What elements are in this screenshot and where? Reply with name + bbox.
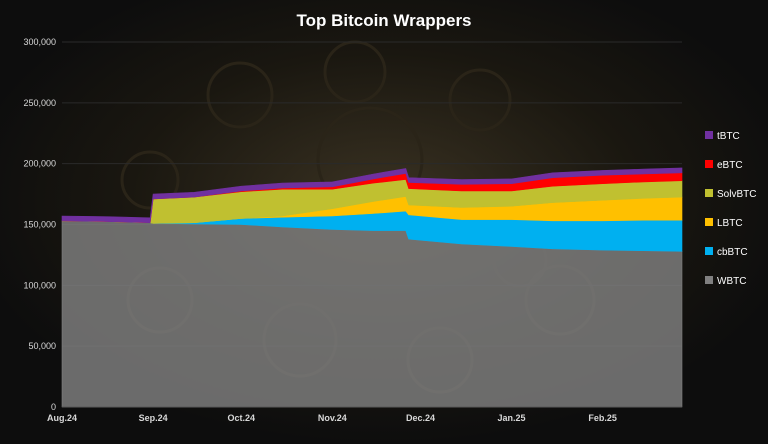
legend-swatch-solvbtc xyxy=(705,189,713,197)
series-areas xyxy=(61,167,683,408)
y-tick-label-1: 50,000 xyxy=(28,341,56,351)
legend-label-cbbtc: cbBTC xyxy=(717,247,748,258)
x-tick-label-jan-25: Jan.25 xyxy=(498,413,526,423)
y-tick-label-3: 150,000 xyxy=(23,220,56,230)
y-tick-label-6: 300,000 xyxy=(23,37,56,47)
y-tick-label-4: 200,000 xyxy=(23,159,56,169)
legend: tBTC eBTC SolvBTC LBTC cbBTC WBTC xyxy=(705,131,756,287)
legend-swatch-ebtc xyxy=(705,160,713,168)
y-tick-label-2: 100,000 xyxy=(23,280,56,290)
legend-swatch-wbtc xyxy=(705,276,713,284)
legend-item-tbtc: tBTC xyxy=(705,131,740,142)
legend-item-ebtc: eBTC xyxy=(705,160,743,171)
legend-swatch-lbtc xyxy=(705,218,713,226)
y-tick-label-0: 0 xyxy=(51,402,56,412)
axes: 0 50,000 100,000 150,000 200,000 250,000 300,0… xyxy=(23,37,682,423)
x-tick-label-dec-24: Dec.24 xyxy=(406,413,435,423)
legend-item-wbtc: WBTC xyxy=(705,276,746,287)
legend-label-lbtc: LBTC xyxy=(717,218,743,229)
x-tick-label-nov-24: Nov.24 xyxy=(318,413,347,423)
legend-swatch-tbtc xyxy=(705,131,713,139)
legend-label-ebtc: eBTC xyxy=(717,160,743,171)
y-tick-label-5: 250,000 xyxy=(23,98,56,108)
chart-title: Top Bitcoin Wrappers xyxy=(296,11,471,30)
x-tick-label-feb-25: Feb.25 xyxy=(588,413,617,423)
background-coin-1 xyxy=(206,61,274,129)
legend-swatch-cbbtc xyxy=(705,247,713,255)
legend-label-tbtc: tBTC xyxy=(717,131,740,142)
background-coin-3 xyxy=(448,68,512,132)
area-series-tbtc xyxy=(61,167,683,224)
legend-label-solvbtc: SolvBTC xyxy=(717,189,756,200)
x-tick-label-sep-24: Sep.24 xyxy=(139,413,168,423)
background-coin-4 xyxy=(120,150,180,210)
x-tick-label-aug-24: Aug.24 xyxy=(47,413,77,423)
x-tick-label-oct-24: Oct.24 xyxy=(227,413,255,423)
legend-item-cbbtc: cbBTC xyxy=(705,247,748,258)
legend-label-wbtc: WBTC xyxy=(717,276,746,287)
legend-item-lbtc: LBTC xyxy=(705,218,743,229)
legend-item-solvbtc: SolvBTC xyxy=(705,189,756,200)
